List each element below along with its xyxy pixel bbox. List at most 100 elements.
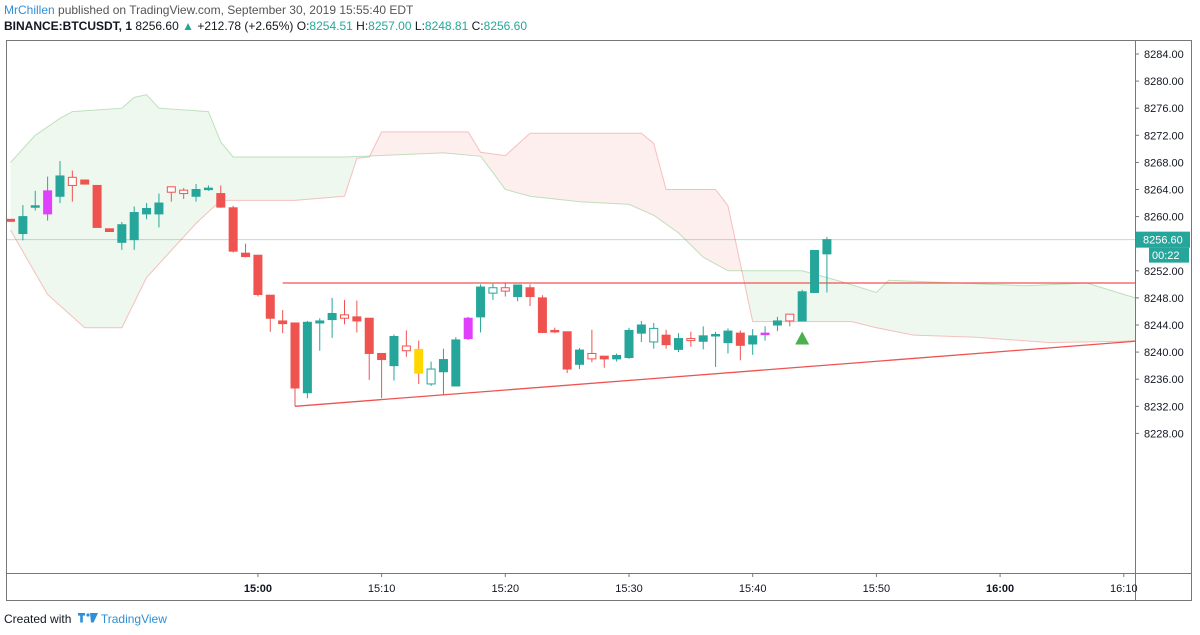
candle-body <box>55 175 65 197</box>
candle-body <box>698 335 708 342</box>
candle-body <box>822 239 832 255</box>
candle-body <box>166 186 176 193</box>
candle-body <box>92 184 102 228</box>
x-tick-label: 15:10 <box>368 583 396 595</box>
y-tick-label: 8252.00 <box>1144 266 1184 278</box>
x-tick-label: 15:50 <box>863 583 891 595</box>
candle-body <box>43 190 53 215</box>
candle-body <box>315 320 325 324</box>
y-tick-label: 8244.00 <box>1144 320 1184 332</box>
candle-body <box>191 189 201 197</box>
candle-body <box>327 312 337 321</box>
candle-body <box>352 316 362 322</box>
cloud-bearish-segment <box>369 131 742 271</box>
candle-body <box>30 205 40 208</box>
y-tick-label: 8232.00 <box>1144 401 1184 413</box>
cloud-span-a-line <box>10 94 1135 299</box>
y-tick-label: 8268.00 <box>1144 157 1184 169</box>
candle-body <box>723 330 733 344</box>
candle-body <box>686 338 696 342</box>
open-label: O: <box>296 19 310 33</box>
x-tick-label: 16:10 <box>1110 583 1138 595</box>
candle-body <box>18 216 28 235</box>
candle-body <box>278 320 288 325</box>
support-line <box>294 340 1136 407</box>
x-tick-label: 15:00 <box>244 583 272 595</box>
low-value: 8248.81 <box>424 19 469 33</box>
buy-signal-triangle <box>795 331 810 345</box>
ichimoku-cloud <box>10 94 1135 344</box>
candle-body <box>377 352 387 361</box>
candle-body <box>587 352 597 360</box>
candle-body <box>636 324 646 334</box>
candle-body <box>525 287 535 298</box>
candle-body <box>772 320 782 326</box>
open-value: 8254.51 <box>309 19 353 33</box>
candle-body <box>760 332 770 336</box>
candle-body <box>339 314 349 319</box>
y-tick-label: 8264.00 <box>1144 185 1184 197</box>
cloud-span-b-line <box>10 131 1135 344</box>
candle-body <box>241 252 251 258</box>
symbol-label: BINANCE:BTCUSDT, 1 <box>4 19 133 33</box>
publish-header: MrChillen published on TradingView.com, … <box>4 3 413 18</box>
candle-body <box>463 317 473 340</box>
last-price-tag-label: 8256.60 <box>1143 235 1183 247</box>
candle-body <box>476 286 486 318</box>
high-value: 8257.00 <box>368 19 412 33</box>
up-arrow-icon: ▲ <box>182 19 194 33</box>
countdown-tag <box>1149 247 1189 263</box>
candle-body <box>537 297 547 333</box>
y-tick-label: 8276.00 <box>1144 103 1184 115</box>
footer: Created with TradingView <box>4 611 167 628</box>
candle-body <box>562 331 572 370</box>
candle-body <box>216 193 226 208</box>
y-tick-label: 8280.00 <box>1144 76 1184 88</box>
created-with-label: Created with <box>4 612 72 626</box>
candle-body <box>302 321 312 394</box>
candle-body <box>203 187 213 191</box>
candle-body <box>810 249 820 293</box>
close-label: C: <box>471 19 484 33</box>
author-link[interactable]: MrChillen <box>4 3 55 17</box>
candle-body <box>290 322 300 389</box>
candle-body <box>426 368 436 385</box>
candle-body <box>438 359 448 373</box>
tradingview-brand[interactable]: TradingView <box>100 612 167 626</box>
candle-body <box>624 329 634 359</box>
x-tick-label: 15:40 <box>739 583 767 595</box>
candle-body <box>513 284 523 298</box>
candle-body <box>797 291 807 322</box>
last-price-tag <box>1136 231 1190 248</box>
candle-body <box>673 338 683 350</box>
candlestick-chart[interactable]: 8228.00 8232.00 8236.00 8240.00 8244.00 8248.… <box>7 41 1191 600</box>
candle-body <box>389 336 399 367</box>
candle-body <box>179 189 189 195</box>
y-tick-label: 8284.00 <box>1144 49 1184 61</box>
chart-frame[interactable]: 8228.00 8232.00 8236.00 8240.00 8244.00 8248.… <box>6 40 1192 601</box>
candle-body <box>785 313 795 322</box>
candle-body <box>575 349 585 365</box>
candle-body <box>500 287 510 292</box>
y-tick-label: 8240.00 <box>1144 347 1184 359</box>
y-tick-label: 8228.00 <box>1144 428 1184 440</box>
candle-body <box>451 339 461 387</box>
cloud-bullish-segment <box>10 94 370 328</box>
candle-body <box>142 207 152 215</box>
countdown-tag-label: 00:22 <box>1152 250 1180 262</box>
y-tick-label: 8260.00 <box>1144 212 1184 224</box>
last-price: 8256.60 <box>135 19 179 33</box>
candle-body <box>735 332 745 346</box>
candle-body <box>599 355 609 360</box>
candle-body <box>117 224 127 243</box>
price-change: +212.78 (+2.65%) <box>197 19 294 33</box>
candle-body <box>550 329 560 333</box>
candle-body <box>748 335 758 345</box>
y-tick-label: 8248.00 <box>1144 293 1184 305</box>
candle-body <box>253 254 263 296</box>
high-label: H: <box>356 19 369 33</box>
candle-body <box>661 334 671 346</box>
candle-body <box>129 212 139 241</box>
candle-body <box>104 228 114 233</box>
candle-body <box>649 327 659 343</box>
